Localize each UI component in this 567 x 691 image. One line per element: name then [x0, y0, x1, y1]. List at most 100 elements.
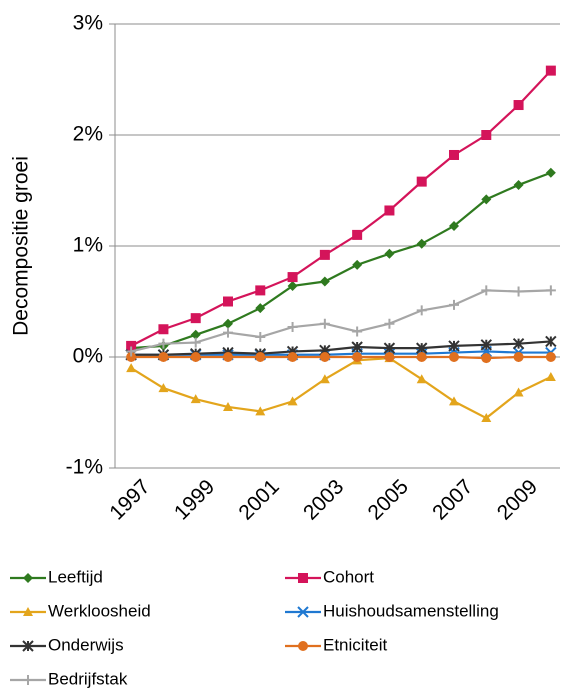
marker [190, 313, 201, 324]
marker [158, 324, 169, 335]
legend-item: Cohort [285, 567, 374, 586]
marker [545, 352, 556, 362]
marker [384, 352, 395, 362]
marker [190, 352, 201, 362]
x-tick-label: 2009 [493, 475, 542, 524]
marker [22, 640, 34, 652]
series-line [131, 355, 551, 360]
legend-label: Cohort [323, 567, 374, 586]
marker [255, 406, 266, 416]
marker [481, 285, 492, 296]
marker [416, 374, 427, 384]
marker [297, 606, 309, 618]
marker [223, 327, 233, 338]
marker [158, 352, 169, 362]
marker [287, 272, 298, 283]
legend-label: Etniciteit [323, 635, 388, 654]
marker [513, 387, 524, 397]
marker [352, 259, 363, 270]
marker [287, 322, 298, 333]
marker [190, 394, 201, 404]
marker [319, 318, 330, 329]
marker [126, 352, 137, 362]
marker [481, 194, 492, 205]
marker [545, 335, 557, 348]
marker [23, 573, 33, 583]
marker [416, 238, 427, 249]
legend-item: Huishoudsamenstelling [285, 601, 499, 620]
marker [416, 305, 427, 316]
marker [384, 205, 395, 216]
legend-item: Werkloosheid [10, 601, 151, 620]
marker [126, 340, 137, 351]
y-tick-label: -1% [66, 456, 103, 479]
marker [416, 352, 427, 362]
legend-item: Leeftijd [10, 567, 103, 586]
marker [298, 641, 308, 651]
marker [449, 299, 459, 310]
marker [158, 338, 169, 349]
x-tick-label: 2005 [364, 475, 413, 524]
marker [255, 285, 266, 296]
marker [287, 280, 298, 291]
series-line [131, 340, 551, 356]
marker [352, 352, 363, 362]
marker [23, 675, 33, 685]
y-tick-label: 2% [73, 123, 103, 146]
legend-label: Leeftijd [48, 567, 103, 586]
marker [513, 179, 524, 190]
marker [255, 303, 266, 314]
marker [255, 332, 266, 343]
marker [319, 276, 330, 287]
marker [255, 352, 266, 362]
marker [319, 352, 330, 362]
series-line [131, 171, 552, 350]
marker [298, 573, 308, 583]
legend-item: Onderwijs [10, 635, 124, 654]
marker [319, 249, 330, 260]
marker [287, 352, 298, 362]
legend-label: Onderwijs [48, 635, 124, 654]
series-line [130, 69, 552, 347]
marker [223, 401, 233, 411]
x-tick-label: 1997 [105, 475, 154, 524]
legend-label: Werkloosheid [48, 601, 151, 620]
y-tick-label: 1% [73, 234, 103, 257]
marker [352, 326, 363, 337]
x-tick-label: 2003 [299, 475, 348, 524]
series-line [130, 356, 552, 420]
marker [190, 329, 201, 340]
y-tick-label: 3% [73, 12, 103, 35]
marker [223, 296, 233, 307]
x-tick-label: 2007 [428, 475, 477, 524]
marker [416, 176, 427, 187]
marker [513, 286, 524, 297]
marker [449, 221, 459, 232]
marker [545, 167, 556, 178]
marker [513, 352, 524, 362]
marker [449, 396, 459, 406]
marker [126, 363, 137, 373]
marker [287, 396, 298, 406]
marker [383, 342, 396, 354]
marker [512, 337, 525, 350]
marker [384, 248, 395, 259]
marker [158, 383, 169, 393]
y-axis-label: Decompositie groei [10, 156, 33, 336]
marker [190, 337, 201, 348]
marker [480, 339, 492, 351]
marker [223, 352, 233, 362]
marker [126, 346, 137, 357]
marker [481, 413, 492, 423]
x-tick-label: 1999 [170, 475, 219, 524]
x-tick-label: 2001 [234, 475, 283, 524]
marker [223, 318, 233, 329]
legend-label: Bedrijfstak [48, 669, 128, 688]
marker [416, 342, 428, 354]
marker [449, 149, 459, 160]
marker [513, 100, 524, 111]
marker [23, 607, 33, 616]
marker [545, 65, 556, 76]
marker [352, 229, 363, 240]
